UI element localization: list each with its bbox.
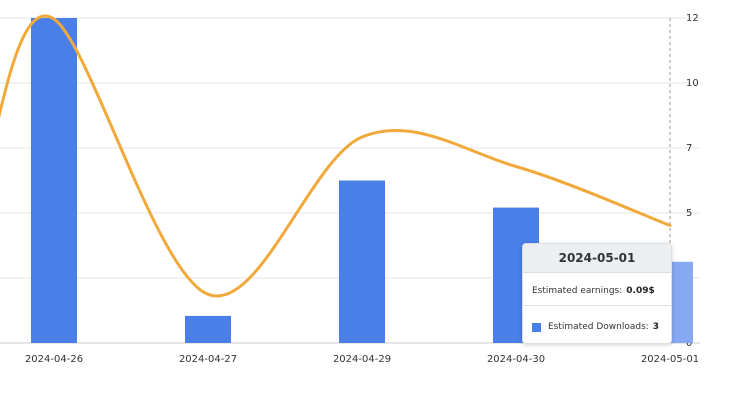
tooltip-downloads-label: Estimated Downloads: (548, 322, 649, 332)
downloads-swatch (532, 322, 541, 332)
earnings-line (0, 14, 672, 298)
x-tick-label: 2024-04-29 (333, 354, 391, 365)
tooltip-earnings: Estimated earnings: 0.09$ (532, 286, 655, 296)
y-tick-label: 0 (686, 338, 692, 349)
x-tick-label: 2024-04-30 (487, 354, 545, 365)
bar-2024-04-29[interactable] (339, 180, 385, 344)
x-tick-label: 2024-04-27 (179, 354, 237, 365)
tooltip-downloads: Estimated Downloads: 3 (532, 322, 659, 332)
tooltip-divider (523, 305, 671, 306)
tooltip-title: 2024-05-01 (523, 244, 671, 273)
x-tick-label: 2024-04-26 (25, 354, 83, 365)
tooltip-earnings-value: 0.09$ (626, 286, 655, 296)
x-axis-labels: 2024-04-26 2024-04-27 2024-04-29 2024-04-30… (25, 354, 699, 365)
chart-tooltip: 2024-05-01 Estimated earnings: 0.09$ Esti… (522, 243, 672, 344)
tooltip-downloads-value: 3 (652, 322, 660, 332)
y-tick-label: 10 (686, 78, 699, 89)
y-tick-label: 12 (686, 13, 699, 24)
bar-2024-04-26[interactable] (31, 18, 77, 343)
line-series-earnings (0, 14, 672, 298)
y-tick-label: 5 (686, 208, 692, 219)
y-tick-label: 7 (686, 143, 692, 154)
x-tick-label: 2024-05-01 (641, 354, 699, 365)
bar-2024-04-27[interactable] (185, 315, 231, 343)
tooltip-earnings-label: Estimated earnings: (532, 286, 623, 296)
